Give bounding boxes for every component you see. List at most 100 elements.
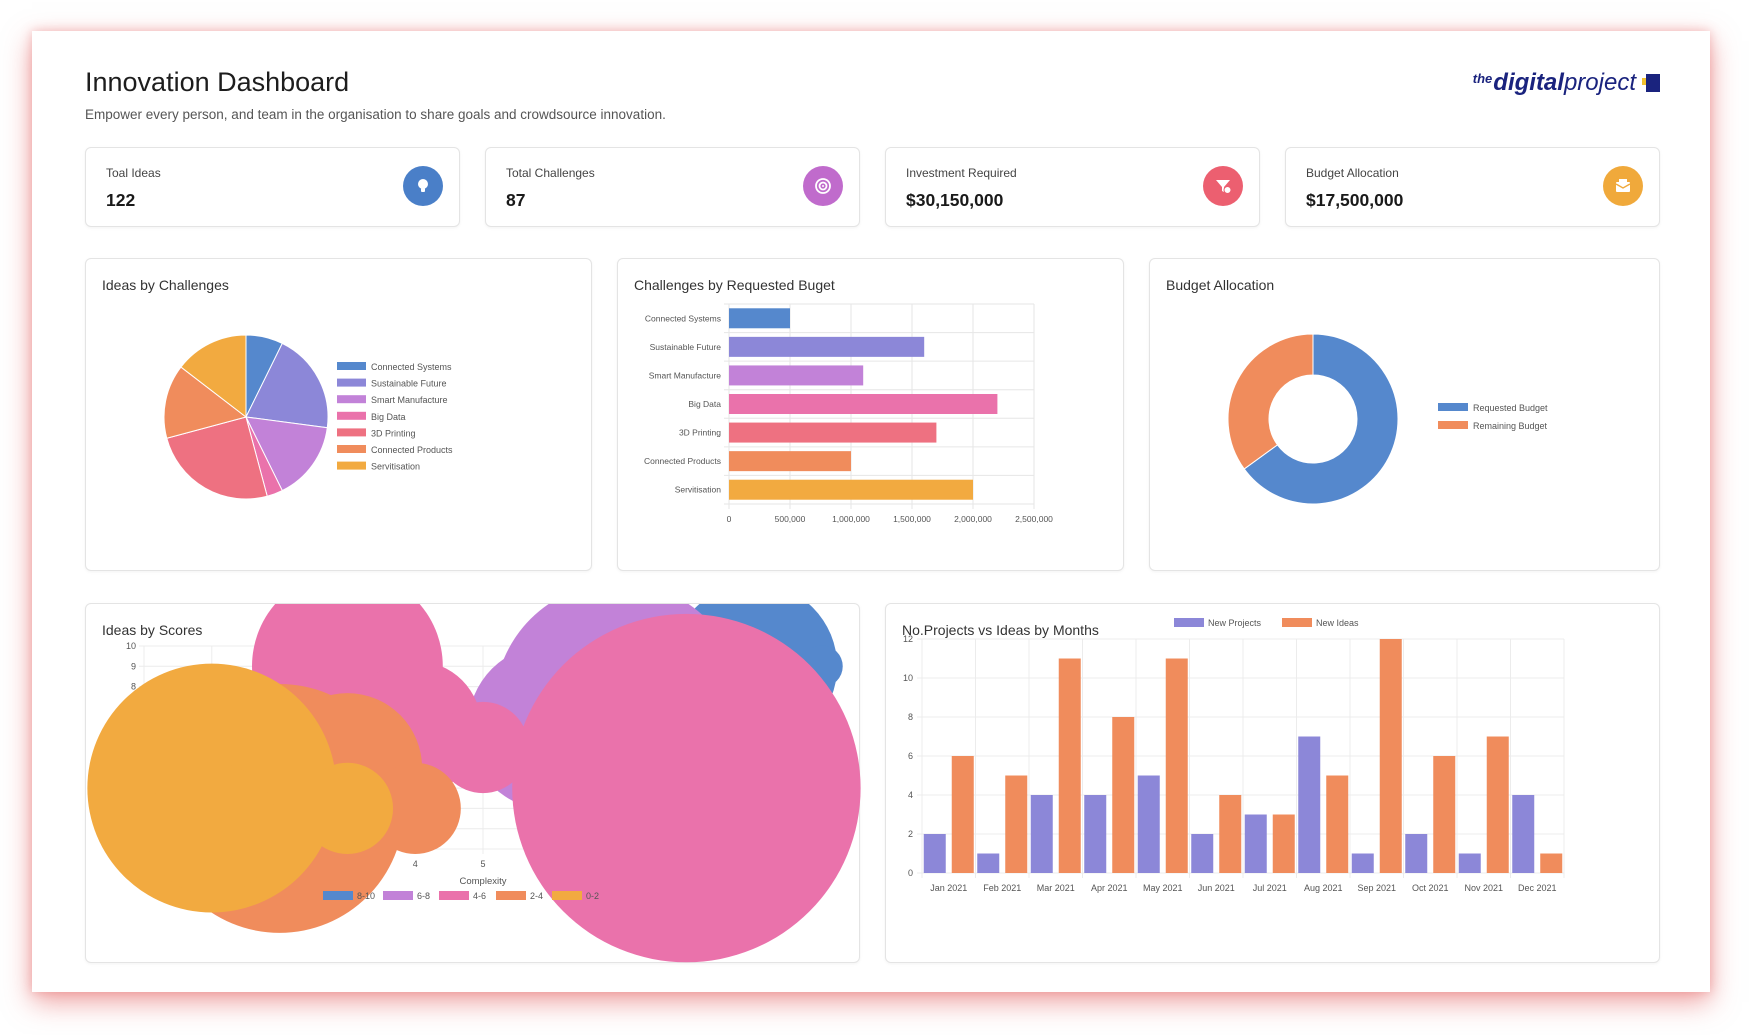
- x-tick-label: 1,000,000: [832, 514, 870, 524]
- legend-label: Connected Products: [371, 445, 453, 455]
- y-tick-label: 12: [903, 634, 913, 644]
- x-tick-label: Jan 2021: [930, 883, 967, 893]
- bar: [1244, 814, 1267, 873]
- legend-label: 8-10: [357, 891, 375, 901]
- legend-swatch: [337, 378, 366, 387]
- y-tick-label: Servitisation: [675, 485, 722, 495]
- legend-swatch: [337, 428, 366, 437]
- stat-value: 122: [106, 190, 136, 210]
- y-tick-label: 10: [126, 641, 136, 651]
- logo-prefix: the: [1472, 71, 1493, 86]
- ideas-by-challenges-pie-chart: Connected Systems Sustainable Future Smart…: [163, 334, 453, 500]
- funnel-dollar-icon: [1203, 166, 1243, 206]
- x-tick-label: 5: [480, 859, 485, 869]
- bubble-point: [512, 613, 861, 963]
- x-tick-label: Jul 2021: [1253, 883, 1287, 893]
- legend-label: 3D Printing: [371, 428, 416, 438]
- legend-swatch: [496, 891, 526, 900]
- bar: [729, 336, 925, 357]
- bar: [1005, 775, 1028, 873]
- legend-label: New Projects: [1208, 618, 1262, 628]
- doughnut-slice: [1227, 333, 1314, 470]
- legend-swatch: [1282, 618, 1312, 627]
- x-tick-label: Dec 2021: [1518, 883, 1557, 893]
- bar: [1137, 775, 1160, 873]
- x-tick-label: May 2021: [1143, 883, 1183, 893]
- target-icon: [803, 166, 843, 206]
- panel-ideas-by-scores: Ideas by Scores 001122334455667788991010…: [85, 603, 861, 963]
- pie-slice: [166, 416, 268, 500]
- legend-label: Requested Budget: [1473, 403, 1548, 413]
- panel-title: No.Projects vs Ideas by Months: [902, 622, 1099, 638]
- x-tick-label: Aug 2021: [1304, 883, 1343, 893]
- x-tick-label: Oct 2021: [1412, 883, 1449, 893]
- bar: [1084, 795, 1107, 873]
- x-tick-label: 0: [727, 514, 732, 524]
- bar: [977, 853, 1000, 873]
- panel-challenges-by-budget: Challenges by Requested Buget 0 500,000 1,…: [617, 258, 1124, 571]
- bar: [1219, 795, 1242, 873]
- bar: [1326, 775, 1349, 873]
- bar: [1540, 853, 1563, 873]
- x-tick-label: Jun 2021: [1198, 883, 1235, 893]
- bar: [729, 479, 973, 500]
- bar: [1486, 736, 1509, 873]
- y-tick-label: 8: [131, 682, 136, 692]
- logo-rest: project: [1563, 69, 1636, 96]
- bar: [951, 756, 974, 873]
- stat-card-budget-allocation: Budget Allocation $17,500,000: [1285, 147, 1660, 227]
- bubble-point: [145, 762, 279, 896]
- pie-slice: [180, 334, 247, 419]
- x-tick-label: Nov 2021: [1464, 883, 1503, 893]
- stat-value: 87: [506, 190, 526, 210]
- y-tick-label: 8: [908, 712, 913, 722]
- legend-swatch: [439, 891, 469, 900]
- x-tick-label: Mar 2021: [1037, 883, 1075, 893]
- legend-swatch: [337, 395, 366, 404]
- page-subtitle: Empower every person, and team in the or…: [85, 107, 666, 122]
- bar: [1351, 853, 1374, 873]
- y-tick-label: 0: [908, 868, 913, 878]
- x-tick-label: 500,000: [775, 514, 806, 524]
- logo-bold: digital: [1493, 69, 1564, 96]
- x-tick-label: 1,500,000: [893, 514, 931, 524]
- pie-slice: [163, 366, 248, 439]
- stat-label: Total Challenges: [506, 166, 595, 180]
- bar: [1433, 756, 1456, 873]
- panel-budget-allocation: Budget Allocation Requested Budget Remain…: [1149, 258, 1660, 571]
- page-title: Innovation Dashboard: [85, 67, 350, 97]
- bubble-point: [301, 762, 394, 855]
- pie-slice: [245, 342, 329, 429]
- legend-label: Big Data: [371, 412, 406, 422]
- legend-swatch: [337, 461, 366, 470]
- bar: [1058, 658, 1081, 873]
- bar: [729, 308, 790, 329]
- x-axis-title: Complexity: [460, 876, 507, 887]
- legend-label: Smart Manufacture: [371, 395, 448, 405]
- legend-label: 4-6: [473, 891, 486, 901]
- bar: [729, 422, 937, 443]
- lightbulb-icon: [403, 166, 443, 206]
- legend-label: Remaining Budget: [1473, 421, 1548, 431]
- legend-label: Connected Systems: [371, 362, 452, 372]
- legend-swatch: [1174, 618, 1204, 627]
- logo[interactable]: the digital project: [1473, 69, 1660, 97]
- legend-swatch: [337, 445, 366, 453]
- stat-value: $30,150,000: [906, 190, 1004, 210]
- panel-ideas-by-challenges: Ideas by Challenges Connected Systems Sus…: [85, 258, 592, 571]
- legend-label: 6-8: [417, 891, 430, 901]
- panel-title: Ideas by Challenges: [102, 277, 229, 293]
- bar: [1512, 795, 1535, 873]
- y-tick-label: 10: [903, 673, 913, 683]
- challenges-by-budget-bar-chart: 0 500,000 1,000,000 1,500,000 2,000,000 2,500…: [644, 303, 1053, 524]
- legend-swatch: [337, 362, 366, 370]
- bar: [923, 834, 946, 873]
- legend-swatch: [383, 891, 413, 900]
- panel-title: Challenges by Requested Buget: [634, 277, 835, 293]
- bar: [1298, 736, 1321, 873]
- x-tick-label: Feb 2021: [983, 883, 1021, 893]
- stat-label: Budget Allocation: [1306, 166, 1399, 180]
- bar: [729, 365, 864, 386]
- bubble-point: [437, 701, 529, 794]
- y-tick-label: Sustainable Future: [650, 342, 722, 352]
